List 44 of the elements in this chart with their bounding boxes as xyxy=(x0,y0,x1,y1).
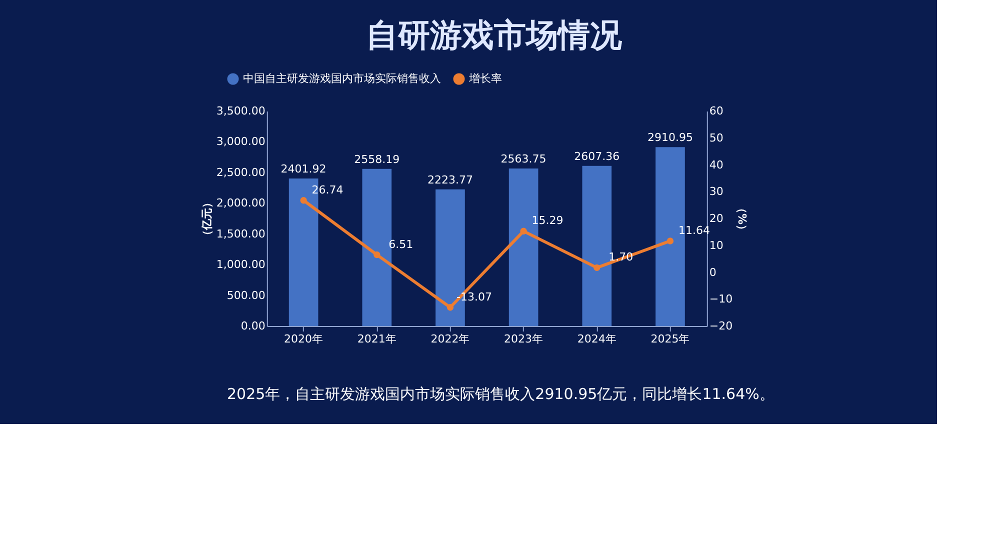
data-label: 15.29 xyxy=(532,214,564,228)
point xyxy=(446,304,454,311)
data-label: 2558.19 xyxy=(354,152,400,166)
y2-tick-label: 0 xyxy=(709,266,716,279)
data-label: 2401.92 xyxy=(280,162,326,176)
y2-tick-label: 20 xyxy=(709,212,724,225)
y-tick-label: 3,500.00 xyxy=(216,104,266,118)
y2-tick-label: 60 xyxy=(709,104,724,118)
data-label: 26.74 xyxy=(312,183,344,196)
y2-tick-label: 50 xyxy=(709,131,724,144)
x-tick-label: 2020年 xyxy=(284,332,324,346)
text: 2025年，自主研发游戏国内市场实际销售收入2910.95亿元，同比增长11.64%。 xyxy=(227,385,774,403)
y-tick-label: 500.00 xyxy=(226,288,266,302)
data-label: 2563.75 xyxy=(500,152,546,166)
point xyxy=(300,197,307,204)
x-tick-label: 2023年 xyxy=(504,332,544,346)
point xyxy=(374,251,380,258)
y-tick-label: 0.00 xyxy=(240,320,266,332)
y-tick-label: 2,000.00 xyxy=(216,196,266,210)
y-axis-title: （亿元） xyxy=(200,197,214,241)
point xyxy=(520,228,527,235)
y-tick-label: 1,000.00 xyxy=(216,258,266,272)
y2-tick-label: 30 xyxy=(709,185,724,198)
x-tick-label: 2024年 xyxy=(577,332,616,346)
data-label: 2910.95 xyxy=(647,131,693,144)
y2-tick-label: −20 xyxy=(709,320,733,332)
y2-tick-label: −10 xyxy=(709,292,733,306)
y2-tick-label: 40 xyxy=(709,158,724,172)
legend-label: 中国自主研发游戏国内市场实际销售收入 xyxy=(243,72,441,85)
y-tick-label: 2,500.00 xyxy=(216,166,266,179)
data-label: 2607.36 xyxy=(574,150,620,163)
y2-axis-title: （%） xyxy=(736,202,749,236)
legend-label: 增长率 xyxy=(468,72,502,85)
y-tick-label: 3,000.00 xyxy=(216,135,266,148)
point xyxy=(666,238,674,244)
y-tick-label: 1,500.00 xyxy=(216,227,266,240)
y2-tick-label: 10 xyxy=(709,238,724,252)
x-tick-label: 2021年 xyxy=(357,332,396,346)
data-label: 6.51 xyxy=(388,238,414,251)
point xyxy=(594,264,600,272)
x-tick-label: 2022年 xyxy=(430,332,470,346)
data-label: 2223.77 xyxy=(427,173,473,186)
x-tick-label: 2025年 xyxy=(650,332,690,346)
chart-title: 自研游戏市场情况 xyxy=(366,16,623,54)
